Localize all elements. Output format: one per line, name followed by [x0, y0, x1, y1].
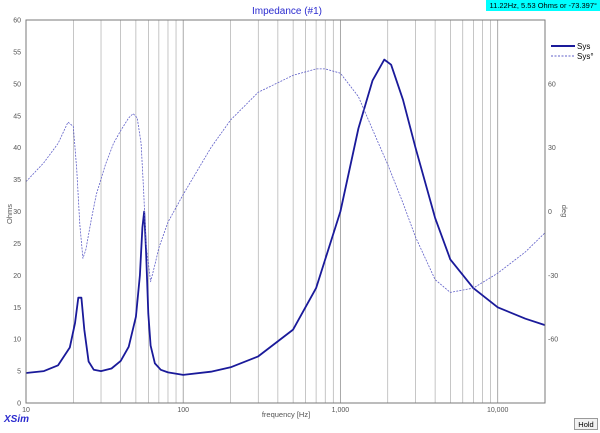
series-lines [25, 58, 546, 376]
y-tick-label: 60 [13, 18, 21, 25]
x-tick-label: 10 [22, 407, 30, 414]
y2-tick-label: 60 [548, 81, 556, 88]
y2-tick-label: -30 [548, 273, 558, 280]
y-tick-label: 25 [13, 241, 21, 248]
series-line-sys [25, 58, 546, 376]
y-tick-label: 20 [13, 273, 21, 280]
legend-label-sys: Sys [577, 42, 590, 51]
x-tick-label: 10,000 [487, 407, 509, 414]
x-tick-label: 1,000 [332, 407, 350, 414]
y-tick-label: 40 [13, 145, 21, 152]
y-tick-label: 50 [13, 81, 21, 88]
y-tick-label: 5 [17, 369, 21, 376]
cursor-readout: 11.22Hz, 5.53 Ohms or -73.397° [486, 0, 600, 11]
y-axis-label: Ohms [5, 204, 14, 224]
y-tick-label: 55 [13, 49, 21, 56]
y-tick-label: 35 [13, 177, 21, 184]
chart-title: Impedance (#1) [252, 6, 322, 17]
y-tick-label: 45 [13, 113, 21, 120]
x-tick-label: 100 [177, 407, 189, 414]
series-line-sys-phase [25, 68, 546, 293]
legend-label-sys-phase: Sys° [577, 52, 594, 61]
y-tick-label: 10 [13, 337, 21, 344]
y-tick-label: 15 [13, 305, 21, 312]
x-axis-label: frequency [Hz] [262, 410, 310, 419]
y-tick-label: 0 [17, 401, 21, 408]
hold-button[interactable]: Hold [574, 418, 598, 430]
legend: Sys Sys° [551, 42, 594, 61]
y2-tick-label: 0 [548, 209, 552, 216]
axis-ticks: 10 100 1,000 10,000 0 5 10 15 20 25 30 35 40 45 50 55 60… [13, 18, 558, 415]
y2-tick-label: 30 [548, 145, 556, 152]
plot-frame [25, 19, 546, 404]
y2-tick-label: -60 [548, 337, 558, 344]
y-tick-label: 30 [13, 209, 21, 216]
y2-axis-label: deg [560, 205, 569, 218]
xsim-logo: XSim [4, 414, 30, 425]
